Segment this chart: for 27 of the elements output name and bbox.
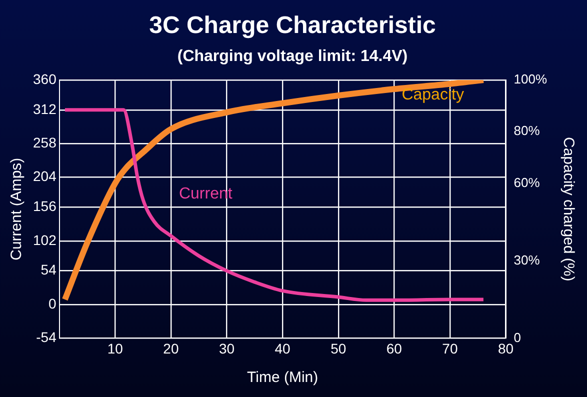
x-tick-label: 30 (218, 340, 235, 356)
chart-title: 3C Charge Characteristic (149, 12, 436, 40)
x-tick-label: 40 (274, 340, 291, 356)
y-tick-label: 312 (33, 100, 57, 117)
y2-tick-label: 100% (514, 72, 548, 87)
y-tick-label: -54 (36, 329, 57, 346)
x-tick-label: 60 (386, 340, 402, 356)
y-tick-label: 204 (33, 168, 57, 184)
x-tick-label: 10 (107, 340, 124, 356)
y-tick-label: 156 (33, 198, 57, 214)
y-tick-label: 102 (33, 232, 57, 248)
x-axis-title: Time (Min) (247, 369, 318, 386)
y-tick-label: 258 (33, 134, 57, 150)
x-tick-label: 50 (330, 340, 346, 356)
x-tick-label: 80 (498, 340, 514, 356)
x-tick-label: 70 (442, 340, 458, 356)
y-tick-label: 54 (40, 262, 57, 278)
x-tick-label: 20 (163, 340, 179, 356)
y2-tick-label: 30% (514, 252, 540, 268)
y2-axis-title: Capacity charged (%) (560, 136, 577, 282)
y-tick-label: 0 (48, 295, 57, 312)
chart-subtitle: (Charging voltage limit: 14.4V) (177, 48, 408, 65)
y2-tick-label: 80% (514, 123, 540, 138)
y-axis-title: Current (Amps) (8, 158, 26, 260)
y-tick-label: 360 (33, 70, 57, 87)
y2-tick-label: 60% (514, 174, 540, 190)
y2-tick-label: 0 (514, 330, 521, 345)
